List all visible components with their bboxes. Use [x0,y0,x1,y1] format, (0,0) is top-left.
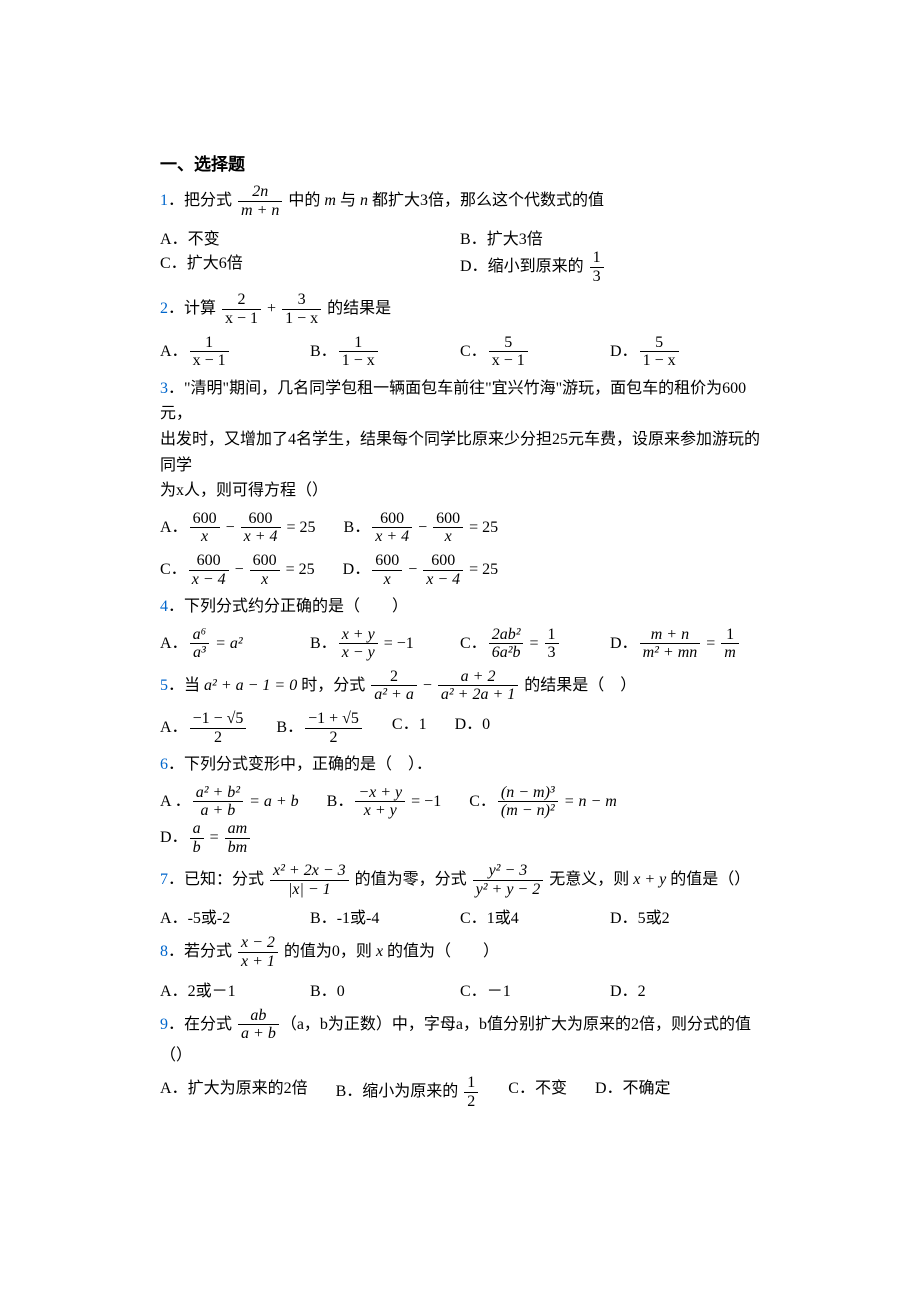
q1-option-c: C．扩大6倍 [160,249,460,285]
q1-option-d: D．缩小到原来的 13 [460,249,760,285]
q7-option-d: D．5或2 [610,904,760,928]
q3-options-row1: A．600x − 600x + 4 = 25 B．600x + 4 − 600x… [160,510,760,546]
q5-option-c: C．1 [392,710,427,746]
q8-number: 8 [160,943,168,960]
question-4: 4．下列分式约分正确的是（ ） [160,594,760,620]
q6-option-c: C．(n − m)³(m − n)² = n − m [469,784,617,820]
q2-number: 2 [160,300,168,317]
q4-number: 4 [160,598,168,615]
q3-options-row2: C．600x − 4 − 600x = 25 D．600x − 600x − 4… [160,552,760,588]
q2-option-d: D．51 − x [610,334,760,370]
q7-number: 7 [160,871,168,888]
q1-options: A．不变 B．扩大3倍 C．扩大6倍 D．缩小到原来的 13 [160,225,760,285]
q2-option-a: A．1x − 1 [160,334,310,370]
q9-option-b: B．缩小为原来的 12 [336,1074,481,1110]
q6-option-b: B．−x + yx + y = −1 [327,784,442,820]
q4-option-d: D．m + nm² + mn = 1m [610,626,760,662]
q9-number: 9 [160,1015,168,1032]
q5-option-a: A．−1 − √52 [160,710,248,746]
question-9: 9．在分式 aba + b（a，b为正数）中，字母a，b值分别扩大为原来的2倍，… [160,1007,760,1069]
question-8: 8．若分式 x − 2x + 1 的值为0，则 x 的值为（ ） [160,934,760,970]
question-7: 7．已知：分式 x² + 2x − 3|x| − 1 的值为零，分式 y² − … [160,862,760,898]
q3-option-c: C．600x − 4 − 600x = 25 [160,552,315,588]
q4-option-c: C．2ab²6a²b = 13 [460,626,610,662]
q7-option-a: A．-5或-2 [160,904,310,928]
q8-option-a: A．2或－1 [160,977,310,1001]
q3-option-b: B．600x + 4 − 600x = 25 [344,510,499,546]
q7-option-b: B．-1或-4 [310,904,460,928]
q8-option-d: D．2 [610,977,760,1001]
q6-option-d: D．ab = ambm [160,820,252,856]
q2-option-b: B．11 − x [310,334,460,370]
q5-number: 5 [160,677,168,694]
q5-option-b: B．−1 + √52 [276,710,364,746]
q8-options: A．2或－1 B．0 C．－1 D．2 [160,977,760,1001]
question-1: 1．把分式 2nm + n 中的 m 与 n 都扩大3倍，那么这个代数式的值 [160,183,760,219]
q1-number: 1 [160,192,168,209]
q4-option-a: A．a⁶a³ = a² [160,626,310,662]
question-6: 6．下列分式变形中，正确的是（ ）． [160,752,760,778]
q6-number: 6 [160,756,168,773]
q2-options: A．1x − 1 B．11 − x C．5x − 1 D．51 − x [160,334,760,370]
q7-options: A．-5或-2 B．-1或-4 C．1或4 D．5或2 [160,904,760,928]
question-2: 2．计算 2x − 1 + 31 − x 的结果是 [160,291,760,327]
q1-fraction: 2nm + n [238,183,282,219]
q4-options: A．a⁶a³ = a² B．x + yx − y = −1 C．2ab²6a²b… [160,626,760,662]
q1-option-b: B．扩大3倍 [460,225,760,249]
page: 一、选择题 1．把分式 2nm + n 中的 m 与 n 都扩大3倍，那么这个代… [0,0,920,1302]
q9-options: A．扩大为原来的2倍 B．缩小为原来的 12 C．不变 D．不确定 [160,1074,760,1110]
q3-option-d: D．600x − 600x − 4 = 25 [343,552,499,588]
q5-options: A．−1 − √52 B．−1 + √52 C．1 D．0 [160,710,760,746]
q3-option-a: A．600x − 600x + 4 = 25 [160,510,316,546]
q9-option-c: C．不变 [508,1074,567,1110]
q6-options: A ．a² + b²a + b = a + b B．−x + yx + y = … [160,784,760,856]
question-3: 3．"清明"期间，几名同学包租一辆面包车前往"宜兴竹海"游玩，面包车的租价为60… [160,376,760,504]
q6-option-a: A ．a² + b²a + b = a + b [160,784,299,820]
q9-option-d: D．不确定 [595,1074,671,1110]
question-5: 5．当 a² + a − 1 = 0 时，分式 2a² + a − a + 2a… [160,668,760,704]
q4-option-b: B．x + yx − y = −1 [310,626,460,662]
q3-number: 3 [160,380,168,397]
section-title: 一、选择题 [160,150,760,175]
q9-option-a: A．扩大为原来的2倍 [160,1074,308,1110]
q8-option-b: B．0 [310,977,460,1001]
q2-option-c: C．5x − 1 [460,334,610,370]
q1-option-a: A．不变 [160,225,460,249]
q5-option-d: D．0 [455,710,491,746]
q1-text: ．把分式 2nm + n 中的 m 与 n 都扩大3倍，那么这个代数式的值 [168,192,604,209]
q8-option-c: C．－1 [460,977,610,1001]
q7-option-c: C．1或4 [460,904,610,928]
